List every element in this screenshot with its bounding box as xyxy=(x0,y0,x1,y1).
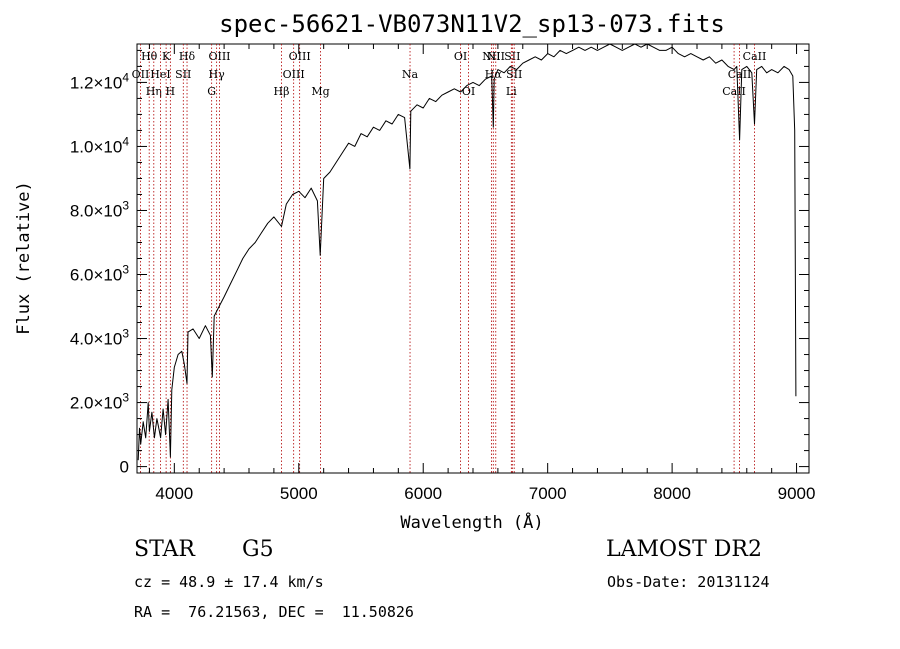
spectral-line-label: OI xyxy=(462,85,475,98)
x-tick-label: 7000 xyxy=(529,484,567,503)
x-tick-label: 8000 xyxy=(653,484,691,503)
spectral-line-label: Hγ xyxy=(209,68,226,81)
spectral-line-label: CaII xyxy=(728,68,752,81)
survey-name: LAMOST DR2 xyxy=(606,537,762,562)
spectral-line-label: Na xyxy=(402,68,419,81)
y-tick-label: 2.0×103 xyxy=(70,391,129,413)
spectral-line-label: OIII xyxy=(283,68,305,81)
spectral-line-label: G xyxy=(207,85,216,98)
y-tick-label: 1.0×104 xyxy=(70,134,129,156)
x-axis-label: Wavelength (Å) xyxy=(400,511,543,533)
spectral-line-label: Hβ xyxy=(274,85,290,98)
spectral-line-label: Hη xyxy=(146,85,162,98)
y-tick-label: 6.0×103 xyxy=(70,263,129,285)
spectral-line-label: SII xyxy=(175,68,191,81)
y-tick-label: 8.0×103 xyxy=(70,198,129,220)
x-tick-label: 5000 xyxy=(280,484,318,503)
x-tick-label: 6000 xyxy=(404,484,442,503)
spectral-line-label: OIII xyxy=(289,50,311,63)
spectral-line-label: Mg xyxy=(311,85,329,98)
redshift-velocity: cz = 48.9 ± 17.4 km/s xyxy=(134,573,324,591)
spectral-line-label: Hθ xyxy=(141,50,158,63)
y-tick-label: 1.2×104 xyxy=(70,70,129,92)
y-axis-label: Flux (relative) xyxy=(14,181,34,335)
flux-line xyxy=(137,43,797,461)
spectral-line-label: CaII xyxy=(722,85,746,98)
spectral-line-label: HeI xyxy=(150,68,170,81)
spectral-line-markers: OII Hθ Hη HeI K H SII Hδ G Hγ OIII Hβ OIII OIII Mg Na OI… xyxy=(132,44,767,473)
spectral-line-label: H xyxy=(166,85,176,98)
x-tick-label: 9000 xyxy=(778,484,816,503)
spectral-line-label: Hα xyxy=(485,68,503,81)
object-class: STAR xyxy=(134,537,195,562)
spectral-line-label: OI xyxy=(454,50,467,63)
spectral-line-label: SII xyxy=(506,68,522,81)
x-tick-label: 4000 xyxy=(155,484,193,503)
spectral-line-label: OIII xyxy=(208,50,230,63)
y-tick-label: 4.0×103 xyxy=(70,327,129,349)
chart-title: spec-56621-VB073N11V2_sp13-073.fits xyxy=(219,10,725,38)
y-tick-label: 0 xyxy=(120,458,129,477)
object-subclass: G5 xyxy=(242,537,274,562)
ra-dec-coordinates: RA = 76.21563, DEC = 11.50826 xyxy=(134,603,414,621)
spectral-line-label: OII xyxy=(132,68,150,81)
axis-ticks: 4000 5000 6000 7000 8000 9000 0 2.0×103 4.0×103 6… xyxy=(70,44,816,503)
spectral-line-label: Li xyxy=(506,85,517,98)
spectral-line-label: Hδ xyxy=(179,50,196,63)
spectral-line-label: SII xyxy=(504,50,520,63)
spectral-line-label: K xyxy=(162,50,171,63)
spectral-line-label: NII xyxy=(482,50,500,63)
flux-series xyxy=(137,43,797,461)
spectral-line-label: NII xyxy=(487,50,505,63)
observation-date: Obs-Date: 20131124 xyxy=(607,573,770,591)
spectral-line-label: CaII xyxy=(743,50,767,63)
plot-frame xyxy=(136,43,810,474)
